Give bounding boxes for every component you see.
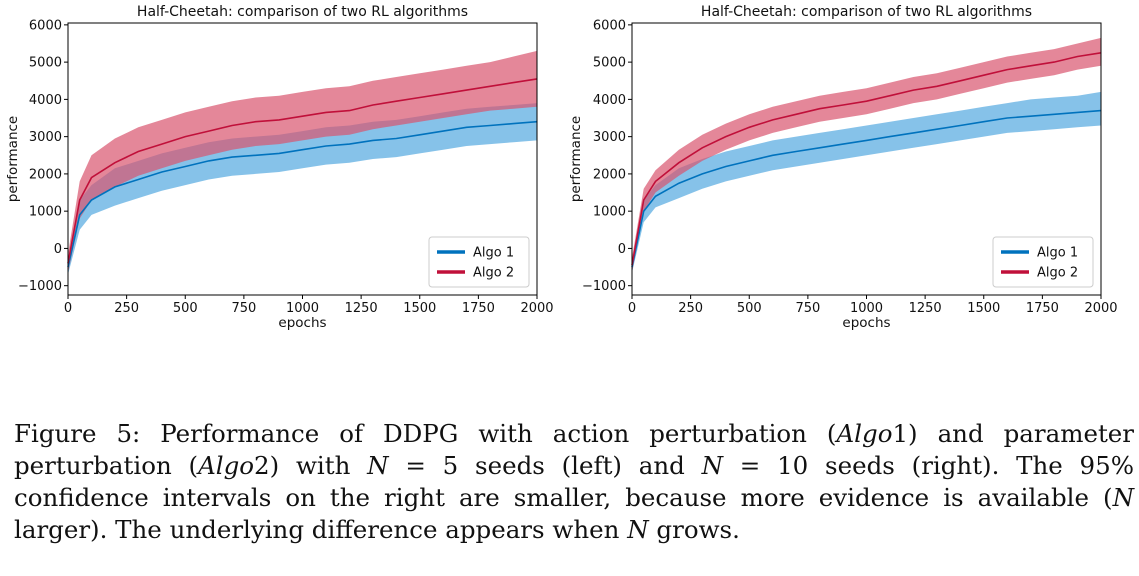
caption-n: N: [1112, 483, 1134, 512]
x-tick-label: 1000: [286, 301, 319, 316]
chart-right: 0 250 500 750 1000 1250 1500 1750 2000−100001000…: [568, 4, 1118, 331]
legend-label-1: Algo 1: [1037, 246, 1078, 261]
series-line-1: [67, 120, 538, 268]
x-tick-label: 750: [795, 301, 820, 316]
x-tick-label: 500: [737, 301, 762, 316]
caption-algo2: Algo: [198, 451, 255, 480]
legend-box: [428, 236, 530, 288]
series-line-2: [67, 78, 538, 264]
caption-part: ) with: [269, 451, 368, 480]
x-tick-label: 750: [231, 301, 256, 316]
x-tick-label: 1750: [462, 301, 495, 316]
caption-n: N: [627, 515, 649, 544]
series-line-2: [631, 52, 1102, 266]
caption-label: Figure 5:: [14, 419, 141, 448]
ci-band-1: [632, 91, 1101, 273]
caption-part: Performance of DDPG with action perturba…: [160, 419, 837, 448]
x-tick-label: 1500: [403, 301, 436, 316]
x-tick-label: 500: [173, 301, 198, 316]
x-tick-label: 0: [628, 301, 636, 316]
chart-title: Half-Cheetah: comparison of two RL algor…: [137, 4, 468, 20]
ci-band-1: [68, 103, 537, 275]
chart-title: Half-Cheetah: comparison of two RL algor…: [701, 4, 1032, 20]
x-tick-label: 2000: [520, 301, 553, 316]
ci-band-2: [68, 50, 537, 273]
y-tick-label: 4000: [29, 93, 62, 108]
y-tick-label: 2000: [593, 167, 626, 182]
caption-part: ) and parameter perturbation (: [14, 419, 1135, 480]
chart-left: 0 250 500 750 1000 1250 1500 1750 2000−100001000…: [5, 4, 554, 331]
legend-label-2: Algo 2: [473, 266, 514, 281]
y-tick-label: 1000: [29, 205, 62, 220]
x-tick-label: 250: [114, 301, 139, 316]
y-tick-label: 3000: [29, 130, 62, 145]
legend-label-1: Algo 1: [473, 246, 514, 261]
y-tick-label: 2000: [29, 167, 62, 182]
caption-part: grows.: [648, 515, 740, 544]
y-tick-label: 0: [618, 242, 626, 257]
x-axis-label: epochs: [842, 315, 890, 331]
y-axis-label: performance: [5, 116, 21, 202]
caption-part: = 10 seeds (right). The 95% confidence i…: [14, 451, 1135, 512]
x-tick-label: 250: [678, 301, 703, 316]
x-tick-label: 2000: [1084, 301, 1117, 316]
caption-algo1: Algo: [836, 419, 893, 448]
x-tick-label: 0: [64, 301, 72, 316]
y-tick-label: 3000: [593, 130, 626, 145]
y-tick-label: −1000: [18, 279, 62, 294]
caption-part: = 5 seeds (left) and: [388, 451, 702, 480]
legend-label-2: Algo 2: [1037, 266, 1078, 281]
y-tick-label: 5000: [593, 56, 626, 71]
caption-text: Performance of DDPG with action perturba…: [14, 419, 1134, 544]
caption-part: 1: [892, 419, 909, 448]
caption-part: larger). The underlying difference appea…: [14, 515, 628, 544]
legend-box: [992, 236, 1094, 288]
caption-n: N: [701, 451, 724, 480]
figure-caption: Figure 5: Performance of DDPG with actio…: [14, 418, 1134, 546]
x-tick-label: 1500: [967, 301, 1000, 316]
y-tick-label: 4000: [593, 93, 626, 108]
y-axis-label: performance: [568, 116, 584, 202]
x-tick-label: 1000: [850, 301, 883, 316]
x-tick-label: 1750: [1026, 301, 1059, 316]
y-tick-label: 0: [54, 242, 62, 257]
x-tick-label: 1250: [909, 301, 942, 316]
y-tick-label: 5000: [29, 56, 62, 71]
x-axis-label: epochs: [278, 315, 326, 331]
y-tick-label: 6000: [29, 18, 62, 33]
y-tick-label: 1000: [593, 205, 626, 220]
caption-n: N: [367, 451, 389, 480]
y-tick-label: −1000: [582, 279, 626, 294]
y-tick-label: 6000: [593, 18, 626, 33]
x-tick-label: 1250: [345, 301, 378, 316]
caption-part: 2: [254, 451, 270, 480]
series-line-1: [631, 109, 1102, 268]
